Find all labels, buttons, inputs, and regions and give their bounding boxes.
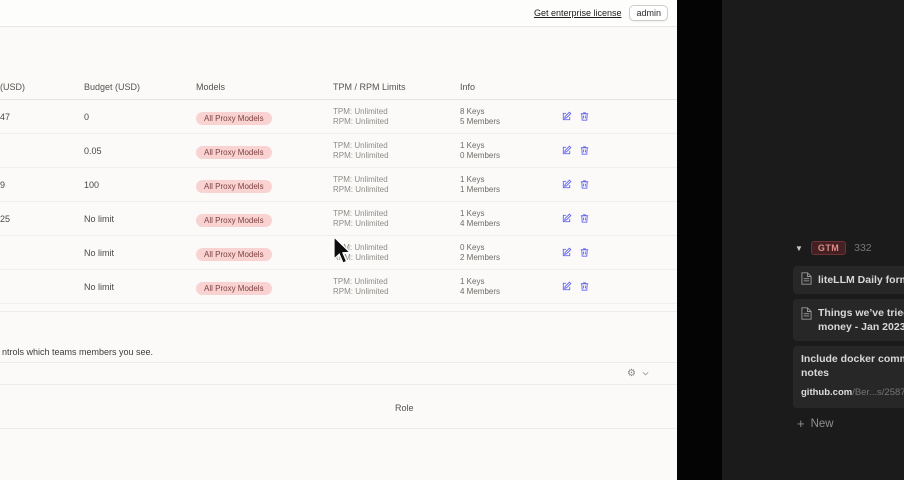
trash-icon: [579, 280, 590, 295]
note-card[interactable]: Include docker comma notes github.com/Ber…: [793, 346, 904, 408]
note-title: Include docker comma notes: [801, 353, 904, 379]
spend-cell: 25: [0, 213, 11, 224]
notes-group-row: ▼ GTM 332: [795, 241, 872, 255]
info-cell: 1 Keys 4 Members: [460, 277, 501, 296]
models-badge: All Proxy Models: [196, 145, 272, 159]
trash-icon: [579, 246, 590, 261]
info-cell: 1 Keys 4 Members: [460, 209, 501, 228]
enterprise-license-link[interactable]: Get enterprise license: [533, 8, 622, 18]
limits-cell: TPM: Unlimited RPM: Unlimited: [333, 141, 389, 160]
trash-icon: [579, 178, 590, 193]
edit-team-button[interactable]: [561, 145, 572, 156]
table-row: 47 0 All Proxy Models TPM: Unlimited RPM:…: [0, 100, 677, 134]
budget-cell: 0: [84, 111, 90, 122]
header-limits: TPM / RPM Limits: [333, 82, 406, 92]
edit-team-button[interactable]: [561, 247, 572, 258]
role-column-header: Role: [395, 403, 414, 413]
new-note-label: New: [810, 417, 834, 430]
info-cell: 0 Keys 2 Members: [460, 243, 501, 262]
header-budget: Budget (USD): [84, 82, 141, 92]
edit-team-button[interactable]: [561, 281, 572, 292]
note-title: Things we’ve tried money - Jan 2023: [818, 307, 904, 333]
note-card[interactable]: Things we’ve tried money - Jan 2023: [793, 299, 904, 341]
gear-icon[interactable]: ⚙: [627, 368, 636, 379]
models-badge: All Proxy Models: [196, 247, 272, 261]
models-badge: All Proxy Models: [196, 281, 272, 295]
user-menu-button[interactable]: admin: [629, 5, 668, 21]
teams-table: (USD) Budget (USD) Models TPM / RPM Limi…: [0, 75, 677, 304]
edit-icon: [561, 110, 572, 125]
header-spend: (USD): [0, 82, 25, 92]
delete-team-button[interactable]: [579, 145, 590, 156]
info-cell: 8 Keys 5 Members: [460, 107, 501, 126]
table-card-bottom-edge: [0, 311, 677, 312]
gtm-tag[interactable]: GTM: [810, 241, 847, 255]
budget-cell: 0.05: [84, 145, 102, 156]
collapse-triangle-icon[interactable]: ▼: [795, 243, 803, 253]
budget-cell: 100: [84, 179, 100, 190]
edit-icon: [561, 280, 572, 295]
edit-team-button[interactable]: [561, 111, 572, 122]
models-badge: All Proxy Models: [196, 111, 272, 125]
plus-icon: +: [797, 416, 805, 431]
note-title: liteLLM Daily forma: [818, 274, 904, 286]
delete-team-button[interactable]: [579, 179, 590, 190]
chevron-down-icon[interactable]: [641, 365, 650, 383]
table-row: 25 No limit All Proxy Models TPM: Unlimi…: [0, 202, 677, 236]
models-badge: All Proxy Models: [196, 213, 272, 227]
members-filter-bar: ⚙: [0, 362, 677, 385]
edit-icon: [561, 246, 572, 261]
trash-icon: [579, 144, 590, 159]
models-badge: All Proxy Models: [196, 179, 272, 193]
limits-cell: TPM: Unlimited RPM: Unlimited: [333, 175, 389, 194]
note-link[interactable]: github.com/Ber...s/2587: [801, 387, 904, 398]
admin-ui-main: Get enterprise license admin (USD) Budge…: [0, 0, 677, 429]
members-table-divider: [0, 428, 677, 429]
spend-cell: 47: [0, 111, 11, 122]
trash-icon: [579, 212, 590, 227]
table-row: No limit All Proxy Models TPM: Unlimited…: [0, 236, 677, 270]
table-row: No limit All Proxy Models TPM: Unlimited…: [0, 270, 677, 304]
budget-cell: No limit: [84, 281, 115, 292]
top-bar: Get enterprise license admin: [0, 0, 677, 27]
members-note: ntrols which teams members you see.: [2, 347, 154, 357]
new-note-button[interactable]: + New: [797, 417, 834, 430]
limits-cell: TPM: Unlimited RPM: Unlimited: [333, 277, 389, 296]
group-count: 332: [854, 242, 872, 254]
note-card[interactable]: liteLLM Daily forma: [793, 266, 904, 294]
limits-cell: TPM: Unlimited RPM: Unlimited: [333, 209, 389, 228]
limits-cell: TPM: Unlimited RPM: Unlimited: [333, 243, 389, 262]
info-cell: 1 Keys 0 Members: [460, 141, 501, 160]
edit-icon: [561, 178, 572, 193]
edit-icon: [561, 212, 572, 227]
delete-team-button[interactable]: [579, 281, 590, 292]
table-row: 9 100 All Proxy Models TPM: Unlimited RPM…: [0, 168, 677, 202]
delete-team-button[interactable]: [579, 213, 590, 224]
budget-cell: No limit: [84, 247, 115, 258]
table-row: 0.05 All Proxy Models TPM: Unlimited RPM:…: [0, 134, 677, 168]
edit-icon: [561, 144, 572, 159]
budget-cell: No limit: [84, 213, 115, 224]
table-header-row: (USD) Budget (USD) Models TPM / RPM Limi…: [0, 75, 677, 100]
spend-cell: 9: [0, 179, 6, 190]
header-models: Models: [196, 82, 226, 92]
edit-team-button[interactable]: [561, 213, 572, 224]
document-icon: [801, 271, 812, 290]
document-icon: [801, 306, 812, 334]
window-gap: [677, 0, 722, 480]
trash-icon: [579, 110, 590, 125]
info-cell: 1 Keys 1 Members: [460, 175, 501, 194]
limits-cell: TPM: Unlimited RPM: Unlimited: [333, 107, 389, 126]
edit-team-button[interactable]: [561, 179, 572, 190]
header-info: Info: [460, 82, 476, 92]
delete-team-button[interactable]: [579, 247, 590, 258]
delete-team-button[interactable]: [579, 111, 590, 122]
notes-side-panel: [722, 0, 904, 480]
